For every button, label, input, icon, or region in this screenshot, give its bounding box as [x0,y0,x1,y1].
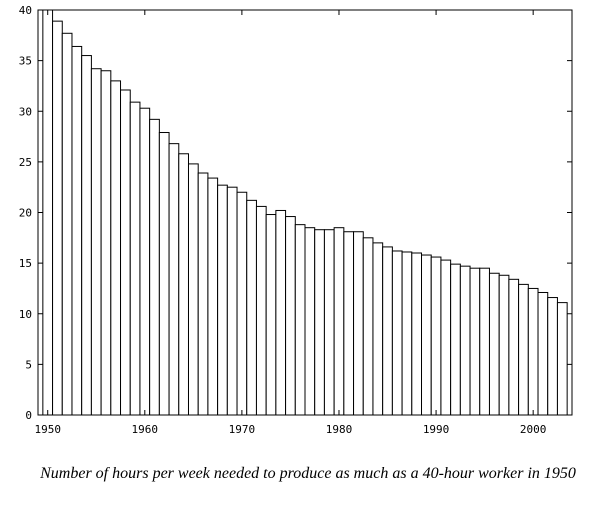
bar-2002 [547,297,558,416]
bar-1970 [236,191,248,416]
bar-1997 [498,274,510,416]
bar-1959 [129,101,141,416]
bar-1963 [168,143,180,416]
bar-1968 [217,184,228,416]
x-tick-label-1960: 1960 [132,423,159,436]
bar-1962 [158,132,170,416]
y-tick-label-40: 40 [19,4,32,17]
bar-1974 [275,209,287,416]
bar-1987 [401,251,413,416]
bar-1961 [149,118,160,416]
y-tick-label-10: 10 [19,308,32,321]
x-tick-label-1980: 1980 [326,423,353,436]
bar-1975 [285,216,296,416]
y-tick-label-0: 0 [25,409,32,422]
bar-1996 [488,272,500,416]
bar-1951 [52,20,63,416]
bar-1982 [353,231,364,416]
bar-1966 [197,172,209,416]
bar-1971 [246,199,257,416]
bar-1999 [518,283,529,416]
bar-1956 [100,70,112,416]
y-tick-label-15: 15 [19,257,32,270]
bar-1986 [391,250,403,416]
bar-2003 [556,302,568,416]
bar-1972 [255,205,267,416]
y-tick-label-35: 35 [19,55,32,68]
bars-group [42,9,568,416]
bar-1979 [323,229,335,416]
bar-1977 [304,227,316,416]
bar-1958 [120,89,131,416]
bar-1981 [343,231,355,416]
y-axis-ticks: 0 5 10 15 20 25 30 35 40 [19,4,572,422]
y-tick-label-20: 20 [19,207,32,220]
bar-1984 [372,242,384,416]
bar-1985 [382,246,393,416]
x-tick-label-2000: 2000 [520,423,547,436]
bar-1955 [90,68,102,416]
bar-1980 [333,227,345,416]
bar-2000 [527,287,539,416]
bar-1969 [226,186,238,416]
bar-1998 [508,278,520,416]
y-tick-label-30: 30 [19,105,32,118]
y-tick-label-5: 5 [25,358,32,371]
bar-1960 [139,107,151,416]
bar-1954 [81,55,92,416]
bar-1990 [430,256,442,416]
bar-1983 [362,237,374,416]
bar-1952 [61,32,73,416]
bar-1995 [479,267,490,416]
bar-1978 [314,229,325,416]
bar-1994 [469,267,481,416]
bar-1991 [440,259,452,416]
bar-1993 [459,265,471,416]
x-tick-label-1990: 1990 [423,423,450,436]
y-tick-label-25: 25 [19,156,32,169]
bar-chart: 0 5 10 15 20 25 30 35 40 1950 1960 1970 1980 1990 200… [19,4,573,436]
bar-1950 [42,9,54,416]
bar-1988 [411,252,423,416]
chart-caption: Number of hours per week needed to produ… [40,465,576,482]
bar-2001 [537,291,549,416]
x-axis-ticks: 1950 1960 1970 1980 1990 2000 [34,10,546,436]
bar-1973 [265,214,277,416]
bar-1967 [207,177,219,416]
bar-1989 [421,254,432,416]
x-tick-label-1970: 1970 [229,423,256,436]
x-tick-label-1950: 1950 [34,423,61,436]
bar-1976 [294,224,306,416]
bar-1964 [178,153,189,416]
bar-1992 [450,263,461,416]
bar-1965 [187,163,199,416]
bar-1957 [110,80,122,416]
bar-1953 [71,45,83,416]
